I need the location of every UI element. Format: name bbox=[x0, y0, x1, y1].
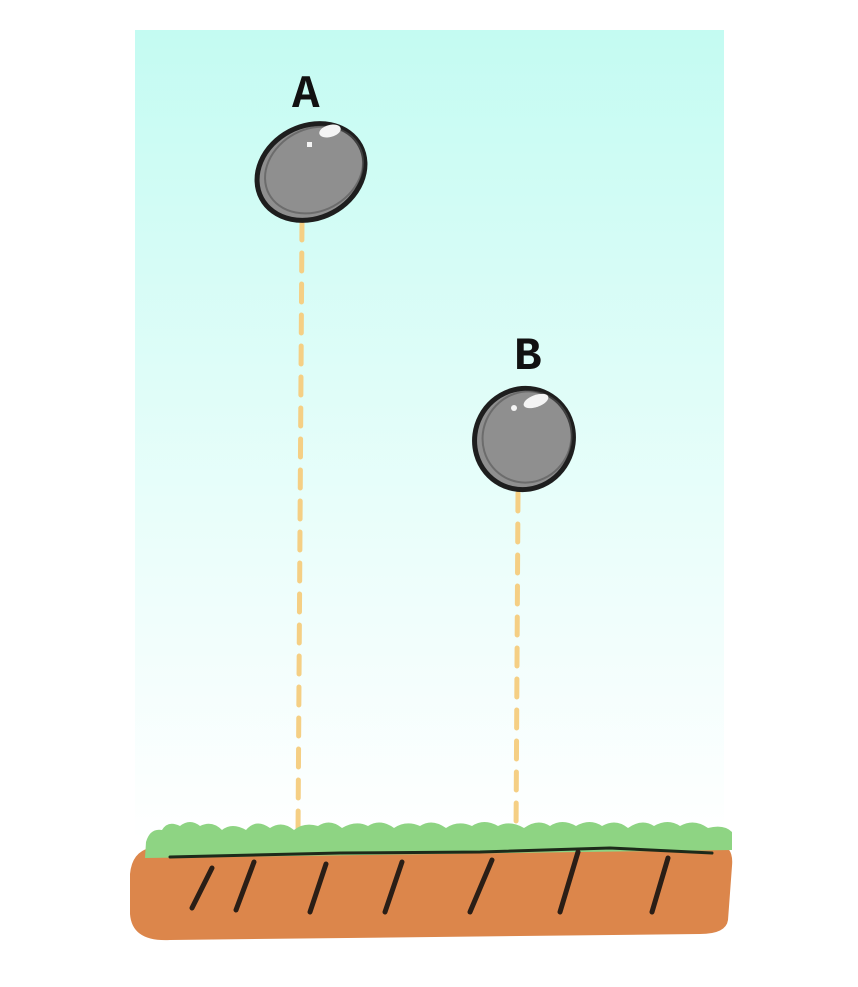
stone-b bbox=[472, 385, 576, 493]
soil-marks bbox=[189, 849, 671, 915]
soil bbox=[130, 844, 733, 941]
height-line-b bbox=[513, 490, 521, 840]
stone-a bbox=[254, 121, 368, 223]
height-line-a bbox=[295, 219, 305, 838]
label-a: A bbox=[292, 69, 320, 121]
label-b: B bbox=[514, 331, 542, 383]
ground-line bbox=[168, 846, 714, 859]
sky-background bbox=[135, 30, 724, 840]
